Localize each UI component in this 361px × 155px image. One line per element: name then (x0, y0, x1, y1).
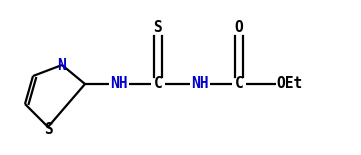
Text: OEt: OEt (277, 77, 303, 91)
Text: S: S (45, 122, 53, 137)
Text: NH: NH (110, 77, 128, 91)
Text: S: S (154, 20, 162, 35)
Text: C: C (154, 77, 162, 91)
Text: C: C (235, 77, 243, 91)
Text: N: N (58, 58, 66, 73)
Text: NH: NH (191, 77, 209, 91)
Text: O: O (235, 20, 243, 35)
